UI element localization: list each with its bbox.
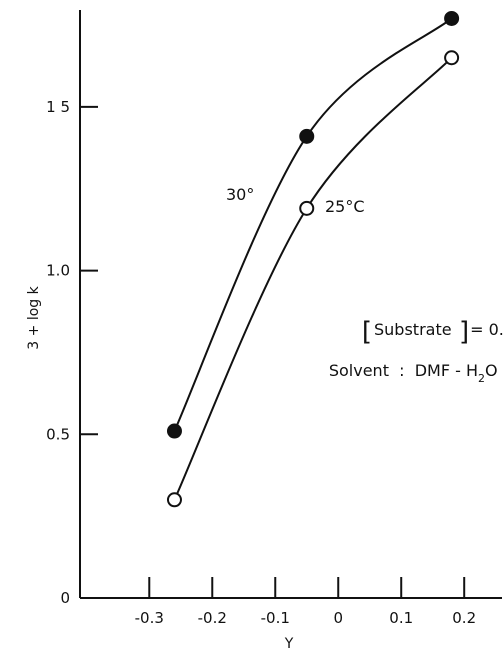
y-tick-label: 1 5	[46, 98, 70, 116]
series-curve-0	[173, 17, 453, 432]
annotation-substrate: [ Substrate ] = 0.02M	[362, 317, 504, 347]
substrate-word: Substrate	[374, 320, 452, 339]
plot-area	[79, 10, 502, 599]
x-tick-label: -0.2	[198, 609, 227, 627]
data-point-filled	[299, 128, 315, 144]
series-curve-1	[173, 57, 453, 501]
series-label-25c: 25°C	[325, 197, 365, 216]
data-point-open	[166, 492, 182, 508]
y-tick-label: 1.0	[46, 262, 70, 280]
series-curves	[173, 17, 453, 501]
y-axis-title: 3 + log k	[26, 285, 42, 349]
solvent-subscript: 2	[478, 372, 485, 385]
y-tick-label: 0.5	[46, 425, 70, 443]
substrate-bracket-close: ]	[459, 317, 469, 347]
data-point-filled	[444, 10, 460, 26]
substrate-concentration: = 0.02M	[465, 320, 504, 339]
solvent-text-end: O	[485, 361, 498, 380]
x-axis-title: Y	[284, 636, 294, 651]
x-tick-label: 0	[333, 609, 343, 627]
x-tick-label: 0.1	[389, 609, 413, 627]
data-point-open	[299, 200, 315, 216]
x-tick-label: -0.1	[261, 609, 290, 627]
series-label-30: 30°	[226, 185, 254, 204]
annotation-solvent: Solvent : DMF - H 2 O	[329, 361, 498, 385]
y-tick-label: 0	[60, 589, 70, 607]
substrate-bracket-open: [	[362, 317, 372, 347]
x-tick-label: 0.2	[452, 609, 476, 627]
x-tick-label: -0.3	[135, 609, 164, 627]
y-ticks: 0 0.5 1.0 1 5	[46, 98, 98, 607]
solvent-text-main: Solvent : DMF - H	[329, 361, 478, 380]
data-point-open	[444, 50, 460, 66]
data-point-filled	[166, 423, 182, 439]
x-ticks: -0.3 -0.2 -0.1 0 0.1 0.2	[135, 577, 476, 627]
series-points	[166, 10, 460, 508]
